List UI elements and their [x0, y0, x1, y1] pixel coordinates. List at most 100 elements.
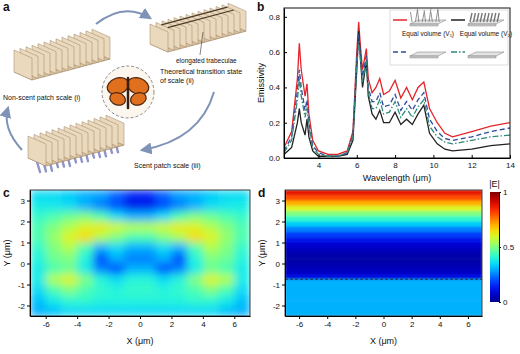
y-tick-label: 3	[21, 197, 26, 206]
butterfly-wing	[108, 91, 127, 108]
series-line	[284, 34, 510, 156]
colorbar-tick-mark	[499, 247, 501, 248]
x-tick-mark	[355, 316, 356, 319]
heatmap-cell	[109, 222, 125, 233]
heatmap-cell	[234, 295, 250, 306]
legend-icon	[431, 12, 433, 22]
heatmap-cell	[187, 253, 203, 264]
legend-icon	[417, 8, 419, 22]
y-axis: 0.00.20.40.60.8	[269, 9, 287, 164]
heatmap-cell	[124, 295, 140, 306]
y-tick: 1	[276, 239, 285, 248]
colorbar-axis: 00.51	[499, 188, 515, 307]
x-tick-mark	[109, 316, 110, 319]
x-tick: -2	[352, 316, 360, 329]
y-tick: 0.0	[269, 154, 287, 163]
x-tick: -2	[106, 316, 114, 329]
heatmap-cell	[109, 232, 125, 243]
heatmap-cell	[140, 232, 156, 243]
x-tick-label: 10	[429, 161, 438, 170]
y-tick-mark	[27, 285, 30, 286]
x-tick-label: 12	[468, 161, 477, 170]
heatmap-cell	[234, 232, 250, 243]
heatmap-cell	[203, 274, 219, 285]
heatmap-cell	[285, 306, 482, 312]
plot-frame	[285, 190, 482, 316]
heatmap-cell	[61, 232, 77, 243]
heatmap-cell	[219, 243, 235, 254]
heatmap-cell	[203, 264, 219, 275]
x-tick: 2	[170, 316, 175, 329]
heatmap-cell	[234, 306, 250, 317]
legend-icon	[468, 56, 496, 58]
heatmap-cell	[156, 264, 172, 275]
heatmap-cell	[234, 274, 250, 285]
heatmap-cell	[46, 201, 62, 212]
heatmap-cell	[285, 295, 482, 301]
x-tick-mark	[440, 316, 441, 319]
legend-icon	[410, 24, 438, 26]
y-tick-label: 0.8	[269, 13, 281, 22]
heatmap-cell	[140, 190, 156, 201]
legend-icon	[484, 13, 486, 22]
legend-icon	[477, 13, 479, 22]
x-tick-label: 6	[355, 161, 360, 170]
heatmap-cell	[285, 248, 482, 254]
x-tick-mark	[357, 155, 358, 158]
y-tick: 1	[21, 239, 30, 248]
x-tick-mark	[203, 316, 204, 319]
heatmap-cell	[93, 274, 109, 285]
heatmap-cell	[77, 274, 93, 285]
heatmap-cell	[61, 264, 77, 275]
heatmap-cell	[234, 190, 250, 201]
heatmap-cell	[203, 285, 219, 296]
heatmap-cell	[109, 274, 125, 285]
heatmap-cell	[219, 306, 235, 317]
heatmap-cell	[219, 232, 235, 243]
heatmap-cell	[109, 253, 125, 264]
x-tick-label: -6	[43, 320, 51, 329]
y-tick: -1	[273, 281, 285, 290]
heatmap-cell	[234, 253, 250, 264]
y-tick-mark	[282, 285, 285, 286]
x-tick-mark	[171, 316, 172, 319]
x-tick-mark	[327, 316, 328, 319]
heatmap-cell	[77, 306, 93, 317]
heatmap-cell	[219, 264, 235, 275]
y-tick-mark	[284, 17, 287, 18]
heatmap-cell	[61, 201, 77, 212]
heatmap-cell	[187, 306, 203, 317]
heatmap-cell	[219, 253, 235, 264]
panel-c: c-6-4-20246-2-10123X (μm)Y (μm)	[2, 186, 251, 346]
heatmap-cell	[77, 243, 93, 254]
leader	[200, 32, 203, 55]
legend-annotation: Equal volume (V₂)	[460, 30, 512, 38]
legend-icon	[415, 10, 417, 22]
y-tick: 0.2	[269, 119, 287, 128]
panel-label: a	[3, 0, 10, 14]
heatmap-cell	[203, 190, 219, 201]
x-tick: -4	[74, 316, 82, 329]
x-tick-label: -2	[106, 320, 114, 329]
legend-swatch	[393, 51, 407, 53]
scale-label: Scent patch scale (iii)	[134, 162, 201, 170]
heatmap-cell	[156, 190, 172, 201]
x-tick-mark	[472, 155, 473, 158]
x-tick: -4	[324, 316, 332, 329]
x-tick-label: 8	[393, 161, 398, 170]
heatmap-cell	[171, 222, 187, 233]
heatmap-cell	[124, 264, 140, 275]
heatmap-cell	[30, 274, 46, 285]
legend-icon	[436, 10, 438, 22]
y-tick-mark	[27, 222, 30, 223]
y-tick-label: 2	[21, 218, 26, 227]
x-tick-mark	[468, 316, 469, 319]
y-tick-mark	[282, 201, 285, 202]
y-tick-label: 3	[276, 197, 281, 206]
x-tick-label: 4	[317, 161, 322, 170]
heatmap-cell	[140, 295, 156, 306]
heatmap-cell	[219, 190, 235, 201]
heatmap-cell	[93, 222, 109, 233]
x-axis: -6-4-20246	[31, 316, 251, 329]
heatmap-cell	[61, 295, 77, 306]
